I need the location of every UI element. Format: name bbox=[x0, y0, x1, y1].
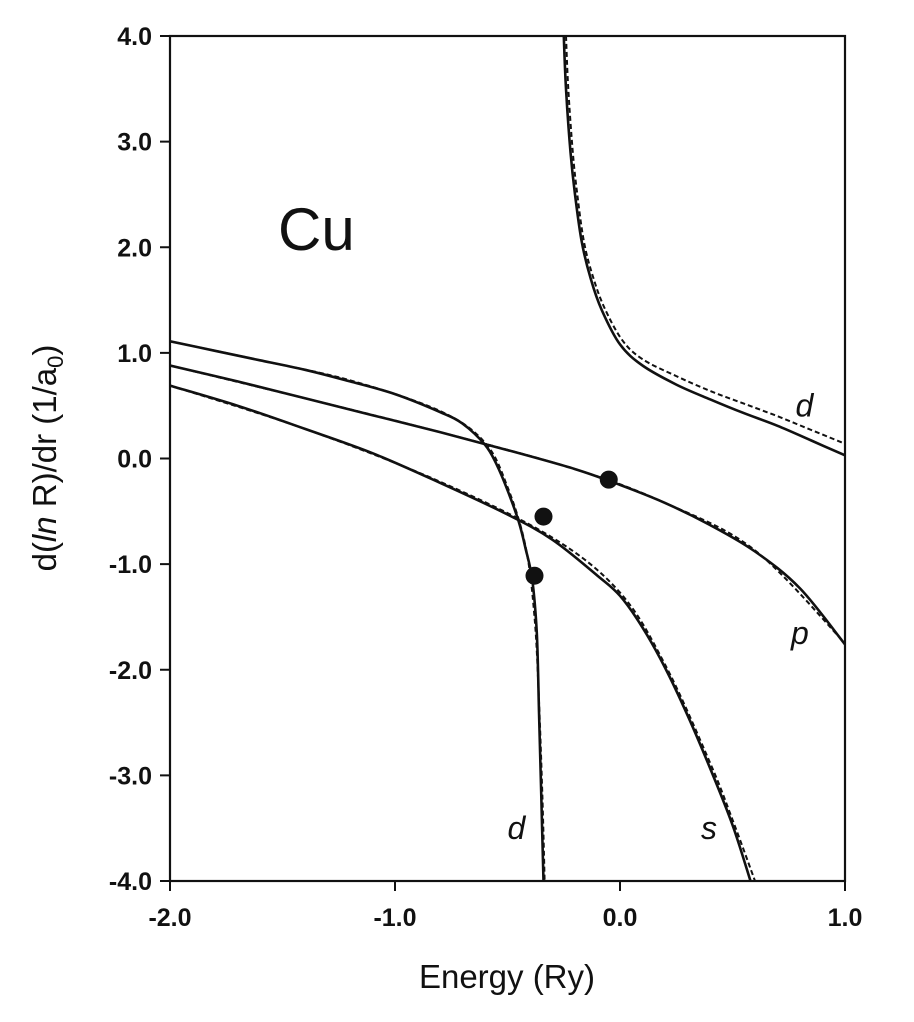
y-tick-label: -4.0 bbox=[109, 868, 152, 896]
series-d-dashed-7 bbox=[565, 36, 845, 445]
y-tick-label: -2.0 bbox=[109, 657, 152, 685]
y-tick-label: 0.0 bbox=[117, 446, 152, 474]
plot-frame bbox=[168, 34, 847, 883]
y-tick-label: -3.0 bbox=[109, 762, 152, 790]
x-axis-title: Energy (Ry) bbox=[419, 958, 595, 995]
series-d-dashed-5 bbox=[170, 340, 546, 881]
curves-layer bbox=[170, 36, 845, 881]
curve-label-d-0: d bbox=[796, 388, 815, 424]
x-tick-label: -1.0 bbox=[373, 904, 416, 932]
x-tick-label: -2.0 bbox=[148, 904, 191, 932]
element-annotation: Cu bbox=[278, 196, 355, 263]
x-axis: -2.0 -1.0 0.0 1.0 bbox=[148, 881, 862, 932]
series-p-dashed-3 bbox=[170, 364, 845, 644]
curve-label-p-1: p bbox=[790, 615, 809, 651]
series-s-solid-0 bbox=[170, 384, 752, 881]
y-axis-title: d(ln R)/dr (1/a0) bbox=[26, 345, 68, 572]
y-tick-label: 3.0 bbox=[117, 129, 152, 157]
series-d-solid-6 bbox=[562, 36, 845, 457]
x-tick-label: 0.0 bbox=[603, 904, 638, 932]
y-tick-label: 1.0 bbox=[117, 340, 152, 368]
curve-label-s-3: s bbox=[701, 810, 717, 846]
series-p-solid-2 bbox=[170, 364, 845, 646]
y-tick-label: 2.0 bbox=[117, 234, 152, 262]
series-s-dashed-1 bbox=[170, 384, 756, 881]
curve-labels-layer: d p d s bbox=[508, 388, 815, 847]
marker-point-0 bbox=[599, 470, 618, 489]
curve-label-d-2: d bbox=[508, 810, 527, 846]
y-tick-label: 4.0 bbox=[117, 23, 152, 51]
series-d-solid-4 bbox=[170, 340, 545, 881]
marker-point-1 bbox=[534, 507, 553, 526]
marker-point-2 bbox=[525, 566, 544, 585]
x-tick-label: 1.0 bbox=[828, 904, 863, 932]
markers-layer bbox=[525, 470, 618, 585]
y-axis: -4.0 -3.0 -2.0 -1.0 0.0 1.0 2.0 3.0 4.0 bbox=[109, 23, 170, 896]
y-tick-label: -1.0 bbox=[109, 551, 152, 579]
